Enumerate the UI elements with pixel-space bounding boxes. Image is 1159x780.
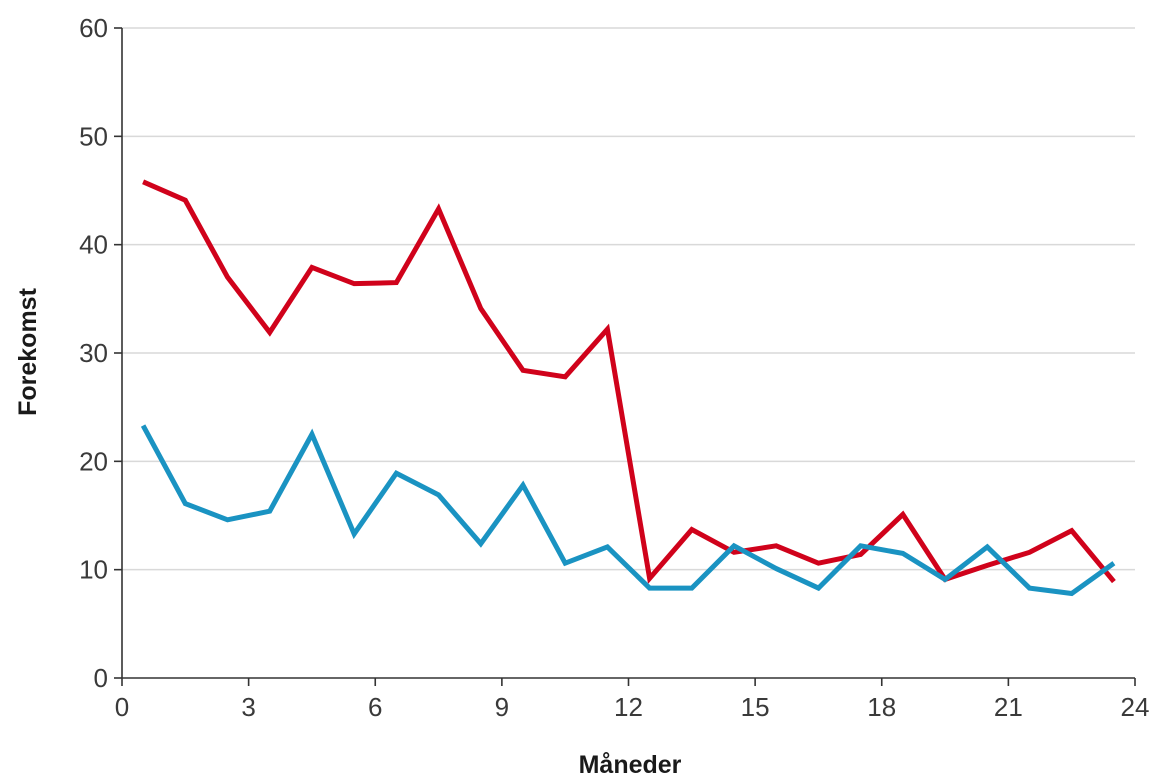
x-tick-label: 18 <box>867 692 896 722</box>
x-axis-title: Måneder <box>579 751 682 779</box>
x-tick-label: 12 <box>614 692 643 722</box>
y-tick-label: 30 <box>79 338 108 368</box>
y-tick-label: 0 <box>94 663 108 693</box>
y-tick-label: 60 <box>79 13 108 43</box>
x-tick-label: 0 <box>115 692 129 722</box>
y-tick-label: 10 <box>79 555 108 585</box>
y-tick-label: 20 <box>79 446 108 476</box>
x-tick-label: 21 <box>994 692 1023 722</box>
x-tick-label: 6 <box>368 692 382 722</box>
x-tick-label: 9 <box>495 692 509 722</box>
series-line-2 <box>140 424 1116 597</box>
x-tick-label: 15 <box>741 692 770 722</box>
axes <box>114 27 1136 686</box>
x-tick-label: 3 <box>241 692 255 722</box>
gridlines <box>122 27 1135 571</box>
y-tick-label: 40 <box>79 230 108 260</box>
x-tick-label: 24 <box>1121 692 1150 722</box>
y-tick-label: 50 <box>79 121 108 151</box>
series-lines <box>140 179 1116 597</box>
y-axis-title: Forekomst <box>14 287 42 415</box>
series-line-1 <box>142 179 1116 584</box>
tick-labels: 0 10 20 30 40 50 60 0 3 6 9 12 15 18 21 24 <box>79 13 1149 722</box>
